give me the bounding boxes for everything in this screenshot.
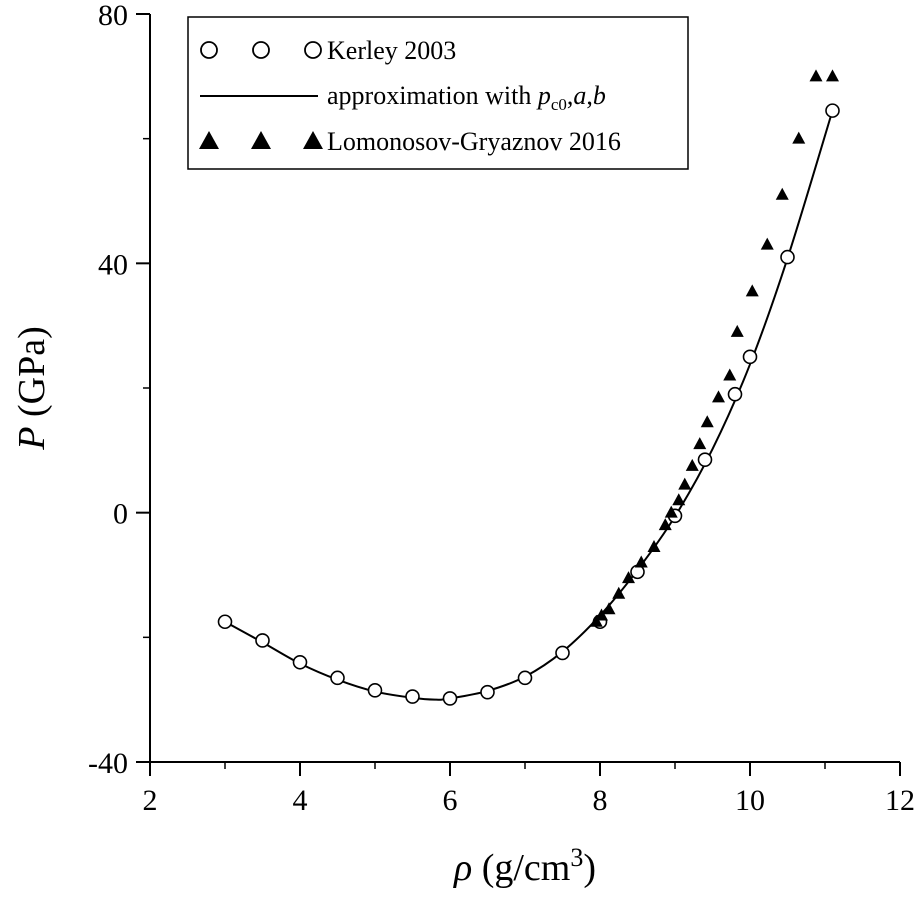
kerley-2003-point — [442, 691, 458, 706]
lomonosov-gryaznov-2016-point — [730, 324, 744, 337]
lomonosov-gryaznov-2016-point — [664, 505, 678, 518]
lomonosov-gryaznov-2016-point — [809, 69, 823, 82]
lomonosov-gryaznov-2016-point — [775, 187, 789, 200]
legend-marker-open-circle — [304, 41, 322, 59]
kerley-2003-point — [480, 684, 495, 700]
kerley-2003-point — [517, 670, 533, 686]
x-tick-label: 6 — [443, 784, 458, 817]
lomonosov-gryaznov-2016-point — [792, 131, 806, 144]
lomonosov-gryaznov-2016-point — [745, 284, 759, 297]
kerley-2003-point — [780, 249, 795, 265]
lomonosov-gryaznov-2016-point — [647, 539, 661, 552]
kerley-2003-point — [555, 645, 570, 661]
approximation-curve — [224, 110, 834, 701]
legend-label-kerley-2003: Kerley 2003 — [327, 36, 456, 65]
axes: 2 4 6 8 10 12 -40 0 40 80 — [88, 0, 915, 817]
lomonosov-gryaznov-2016-point — [589, 614, 603, 627]
x-tick-label: 8 — [593, 784, 608, 817]
lomonosov-gryaznov-2016-point — [658, 518, 672, 531]
legend-marker-filled-triangle — [251, 131, 271, 149]
kerley-2003-point — [825, 103, 840, 118]
approximation-line-series — [224, 110, 834, 701]
kerley-2003-point — [742, 349, 758, 365]
lomonosov-gryaznov-2016-point — [693, 437, 707, 450]
y-tick-label: 40 — [98, 248, 128, 281]
y-axis-title: P (GPa) — [11, 326, 53, 450]
legend-entry-approximation: approximation with pc0,a,b — [200, 81, 606, 114]
lomonosov-gryaznov-2016-point — [602, 602, 616, 615]
lomonosov-gryaznov-2016-point — [678, 477, 692, 490]
legend: Kerley 2003 approximation with pc0,a,b L… — [187, 16, 689, 170]
x-tick-label: 4 — [293, 784, 308, 817]
lomonosov-gryaznov-2016-series — [589, 69, 839, 627]
lomonosov-gryaznov-2016-point — [685, 458, 699, 471]
lomonosov-gryaznov-2016-point — [634, 555, 648, 568]
kerley-2003-point — [255, 633, 270, 648]
kerley-2003-point — [217, 614, 233, 630]
x-tick-label: 2 — [143, 784, 158, 817]
x-tick-label: 12 — [885, 784, 915, 817]
legend-label-lomonosov-gryaznov-2016: Lomonosov-Gryaznov 2016 — [327, 127, 621, 156]
lomonosov-gryaznov-2016-point — [760, 237, 774, 250]
kerley-2003-point — [367, 683, 383, 698]
legend-entry-lomonosov-gryaznov-2016: Lomonosov-Gryaznov 2016 — [199, 127, 621, 156]
legend-marker-open-circle — [252, 41, 270, 59]
y-tick-label: -40 — [88, 747, 128, 780]
lomonosov-gryaznov-2016-point — [672, 493, 686, 506]
legend-marker-open-circle — [200, 41, 218, 59]
kerley-2003-point — [697, 452, 713, 467]
lomonosov-gryaznov-2016-point — [723, 368, 737, 381]
lomonosov-gryaznov-2016-point — [595, 608, 608, 621]
legend-marker-filled-triangle — [199, 131, 219, 149]
lomonosov-gryaznov-2016-point — [612, 586, 626, 599]
lomonosov-gryaznov-2016-point — [712, 390, 725, 403]
legend-label-approximation: approximation with pc0,a,b — [327, 81, 606, 114]
legend-entry-kerley-2003: Kerley 2003 — [200, 36, 456, 65]
legend-marker-filled-triangle — [303, 131, 323, 149]
kerley-2003-point — [292, 654, 308, 670]
x-axis-title: ρ (g/cm3) — [453, 843, 596, 889]
kerley-2003-point — [330, 670, 345, 686]
y-tick-label: 0 — [113, 498, 128, 531]
lomonosov-gryaznov-2016-point — [622, 571, 635, 584]
kerley-2003-point — [727, 386, 743, 402]
legend-box — [187, 16, 689, 170]
kerley-2003-series — [217, 103, 840, 706]
x-tick-label: 10 — [735, 784, 765, 817]
kerley-2003-point — [405, 689, 420, 704]
lomonosov-gryaznov-2016-point — [700, 415, 714, 428]
y-tick-label: 80 — [98, 0, 128, 32]
lomonosov-gryaznov-2016-point — [826, 69, 839, 82]
